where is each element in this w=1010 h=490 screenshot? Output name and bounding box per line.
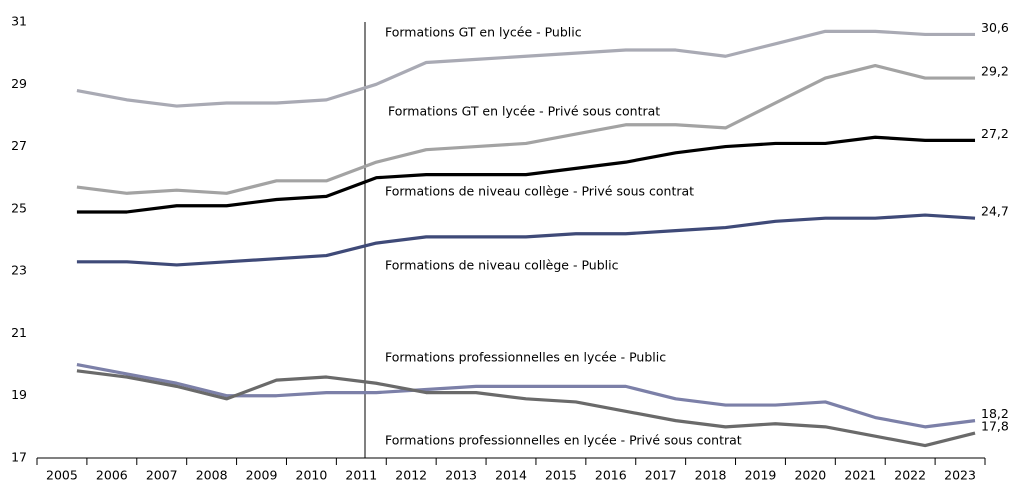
y-tick-label: 17 bbox=[11, 450, 27, 465]
series-line bbox=[76, 369, 976, 448]
x-tick-label: 2014 bbox=[495, 468, 527, 483]
x-tick-label: 2008 bbox=[196, 468, 228, 483]
y-tick-label: 25 bbox=[11, 200, 27, 215]
series-line bbox=[76, 362, 976, 429]
x-tick-label: 2018 bbox=[695, 468, 727, 483]
series-label: Formations de niveau collège - Public bbox=[385, 258, 619, 273]
y-tick-label: 23 bbox=[11, 263, 27, 278]
x-tick-label: 2012 bbox=[395, 468, 427, 483]
x-tick-label: 2019 bbox=[745, 468, 777, 483]
series-label: Formations GT en lycée - Public bbox=[385, 25, 582, 40]
x-tick-label: 2005 bbox=[46, 468, 78, 483]
x-tick-label: 2009 bbox=[246, 468, 278, 483]
y-tick-label: 21 bbox=[11, 325, 27, 340]
value-label: 30,6 bbox=[981, 20, 1009, 35]
x-tick-label: 2016 bbox=[595, 468, 627, 483]
y-tick-label: 29 bbox=[11, 76, 27, 91]
x-tick-label: 2017 bbox=[645, 468, 677, 483]
x-tick-label: 2020 bbox=[794, 468, 826, 483]
y-tick-label: 19 bbox=[11, 387, 27, 402]
value-label: 27,2 bbox=[981, 126, 1009, 141]
value-label: 24,7 bbox=[981, 204, 1009, 219]
value-label: 29,2 bbox=[981, 64, 1009, 79]
x-tick-label: 2023 bbox=[944, 468, 976, 483]
value-label: 17,8 bbox=[981, 419, 1009, 434]
y-tick-label: 31 bbox=[11, 14, 27, 29]
value-label: 18,2 bbox=[981, 406, 1009, 421]
x-tick-label: 2006 bbox=[96, 468, 128, 483]
series-line bbox=[76, 213, 976, 267]
x-tick-label: 2022 bbox=[894, 468, 926, 483]
series-label: Formations de niveau collège - Privé sou… bbox=[385, 184, 694, 199]
x-tick-label: 2013 bbox=[445, 468, 477, 483]
x-tick-label: 2021 bbox=[844, 468, 876, 483]
series-label: Formations professionnelles en lycée - P… bbox=[385, 350, 666, 365]
x-tick-label: 2011 bbox=[345, 468, 377, 483]
series-line bbox=[76, 29, 976, 108]
series-label: Formations professionnelles en lycée - P… bbox=[385, 433, 742, 448]
series-line bbox=[76, 135, 976, 214]
series-line bbox=[76, 63, 976, 195]
x-tick-label: 2010 bbox=[296, 468, 328, 483]
y-tick-label: 27 bbox=[11, 138, 27, 153]
x-tick-label: 2015 bbox=[545, 468, 577, 483]
series-label: Formations GT en lycée - Privé sous cont… bbox=[388, 104, 660, 119]
x-tick-label: 2007 bbox=[146, 468, 178, 483]
